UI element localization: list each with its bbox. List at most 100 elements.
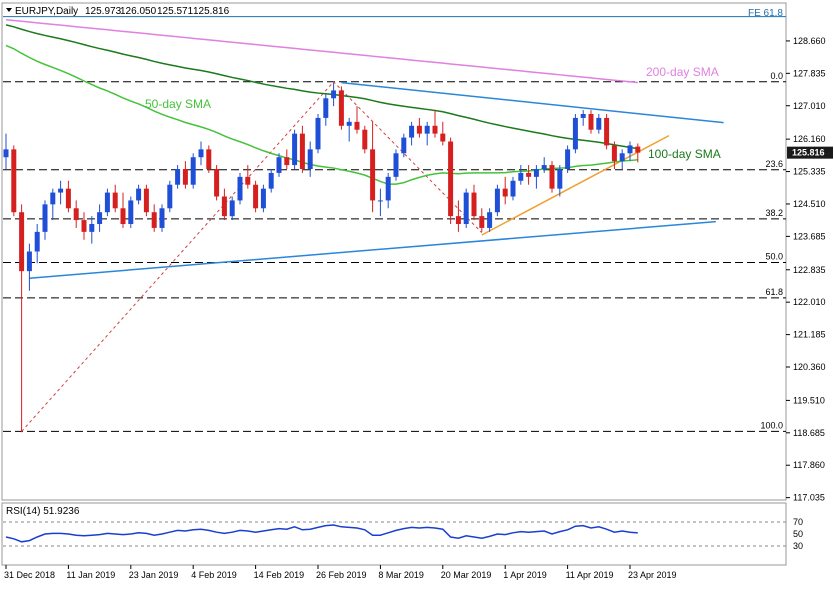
candle-body-45 (354, 121, 360, 130)
dropdown-triangle-icon[interactable] (6, 8, 12, 12)
candle-body-21 (167, 184, 173, 209)
fib-label-5: 100.0 (760, 420, 783, 430)
rsi-tick-label-0: 70 (793, 517, 803, 527)
y-tick-label-10: 120.360 (793, 362, 826, 372)
candle-body-69 (541, 165, 547, 169)
candle-body-39 (307, 149, 313, 169)
candle-body-48 (377, 200, 383, 202)
candle-body-47 (370, 149, 376, 201)
sma-100-line (5, 24, 638, 150)
ohlc-open: 125.973 (85, 6, 122, 17)
y-tick-label-11: 119.510 (793, 395, 825, 405)
x-tick-label-6: 8 Mar 2019 (378, 570, 424, 580)
y-tick-label-2: 127.010 (793, 101, 826, 111)
candle-body-4 (34, 231, 40, 252)
candle-body-75 (588, 114, 594, 130)
y-tick-label-6: 123.685 (793, 231, 826, 241)
candle-body-5 (42, 204, 48, 232)
candle-body-76 (596, 117, 602, 130)
candle-body-71 (557, 169, 563, 189)
candle-body-80 (627, 145, 633, 154)
candle-body-77 (604, 117, 610, 146)
y-tick-label-9: 121.185 (793, 330, 826, 340)
y-tick-label-1: 127.835 (793, 68, 826, 78)
candle-body-51 (401, 137, 407, 154)
candle-body-25 (198, 149, 204, 158)
candle-body-27 (214, 169, 220, 197)
candle-body-58 (455, 216, 461, 224)
ohlc-close: 125.816 (193, 6, 230, 17)
y-tick-label-8: 122.010 (793, 297, 826, 307)
fib-label-3: 50.0 (765, 252, 783, 262)
candle-body-57 (448, 141, 454, 217)
candle-body-49 (385, 176, 391, 201)
candle-body-8 (65, 188, 71, 209)
fib-label-1: 23.6 (765, 159, 783, 169)
candle-body-46 (362, 129, 368, 150)
price-y-axis: 128.660 127.835 127.010 126.160 125.335 124.5… (786, 36, 833, 503)
x-tick-label-8: 1 Apr 2019 (503, 570, 547, 580)
y-tick-label-3: 126.160 (793, 134, 826, 144)
candle-body-64 (502, 188, 508, 197)
x-tick-label-0: 31 Dec 2018 (4, 570, 55, 580)
candle-body-73 (572, 117, 578, 150)
candle-body-30 (237, 176, 243, 201)
chart-header: EURJPY,Daily 125.973 126.050 125.571 125… (6, 6, 783, 19)
fib-label-0: 0.0 (770, 71, 783, 81)
ohlc-low: 125.571 (157, 6, 194, 17)
candle-body-10 (81, 220, 87, 232)
y-tick-label-7: 122.835 (793, 265, 826, 275)
annotation-200-day-sma: 200-day SMA (646, 65, 719, 79)
annotation-50-day-sma: 50-day SMA (145, 97, 211, 111)
candle-body-74 (580, 114, 586, 118)
candle-body-20 (159, 208, 165, 228)
candle-body-52 (409, 125, 415, 138)
y-tick-label-13: 117.860 (793, 460, 825, 470)
candle-body-54 (424, 125, 430, 134)
candle-body-56 (440, 133, 446, 142)
candle-body-2 (19, 212, 25, 272)
candle-body-26 (206, 149, 212, 169)
candle-body-37 (292, 133, 298, 166)
x-tick-label-1: 11 Jan 2019 (66, 570, 115, 580)
ohlc-high: 126.050 (120, 6, 157, 17)
candle-body-31 (245, 176, 251, 185)
candle-body-50 (393, 153, 399, 177)
x-tick-label-10: 23 Apr 2019 (628, 570, 677, 580)
candle-body-17 (136, 188, 142, 201)
candle-body-6 (50, 192, 56, 205)
candle-body-70 (549, 165, 555, 189)
candle-body-22 (175, 169, 181, 185)
candle-body-59 (463, 192, 469, 224)
sma-200-line (5, 18, 638, 84)
candle-body-3 (26, 251, 32, 272)
candle-body-14 (112, 192, 118, 209)
candle-body-0 (3, 149, 9, 158)
candle-body-55 (432, 125, 438, 134)
candle-body-36 (284, 157, 290, 166)
candle-body-68 (533, 169, 539, 177)
candle-body-81 (635, 146, 641, 153)
zigzag-swing-line (21, 81, 483, 432)
rsi-panel-frame (1, 502, 787, 566)
fe-level-label: FE 61.8 (748, 8, 783, 19)
x-tick-label-7: 20 Mar 2019 (441, 570, 492, 580)
candle-body-79 (619, 153, 625, 162)
fib-label-2: 38.2 (765, 208, 783, 218)
candle-body-28 (221, 196, 227, 217)
rsi-line (5, 524, 638, 543)
annotation-100-day-sma: 100-day SMA (648, 147, 721, 161)
candle-body-16 (128, 200, 134, 224)
candle-body-65 (510, 180, 516, 197)
x-tick-label-4: 14 Feb 2019 (254, 570, 305, 580)
y-tick-label-5: 124.510 (793, 199, 826, 209)
x-tick-label-2: 23 Jan 2019 (129, 570, 179, 580)
candle-body-23 (182, 169, 188, 185)
candle-body-32 (253, 184, 259, 209)
y-tick-label-12: 118.685 (793, 428, 825, 438)
last-price-box (787, 146, 833, 159)
time-x-axis: 31 Dec 2018 11 Jan 2019 23 Jan 2019 4 Feb 2… (4, 565, 677, 580)
candle-body-42 (331, 90, 337, 99)
candle-body-62 (487, 212, 493, 228)
